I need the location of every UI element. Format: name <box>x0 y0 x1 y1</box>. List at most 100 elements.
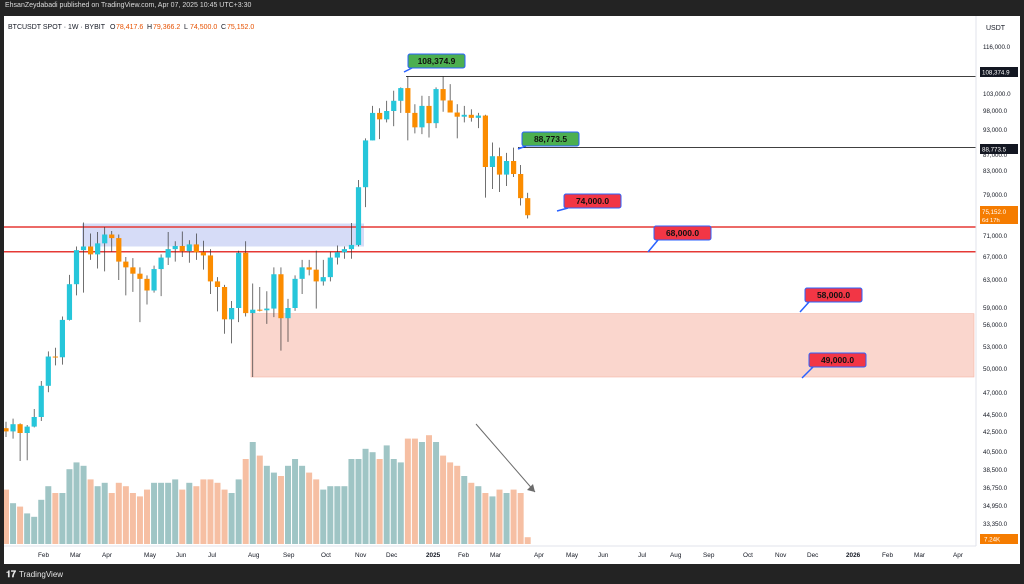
candle-body <box>306 267 312 270</box>
candle-body <box>496 156 503 175</box>
volume-bar <box>411 438 418 544</box>
ohlc-h_label: H <box>147 24 152 31</box>
volume-bar <box>108 493 115 544</box>
volume-bar <box>45 486 52 544</box>
candle-body <box>405 88 411 113</box>
annotation-label: 88,773.5 <box>534 134 567 144</box>
volume-bar <box>482 493 489 544</box>
x-axis-tick: Sep <box>283 552 295 559</box>
candle-body <box>66 284 73 320</box>
candle-body <box>17 424 23 433</box>
volume-bar <box>172 479 179 544</box>
volume-bar <box>306 472 313 544</box>
candle-body <box>80 246 87 251</box>
chart-area[interactable]: BTCUSDT SPOT · 1W · BYBIT O 78,417.6 H 79,36… <box>3 16 1024 564</box>
volume-bar <box>369 452 376 544</box>
ohlc-c_label: C <box>221 24 226 31</box>
x-axis-tick: Oct <box>321 552 331 559</box>
y-axis-tick: 56,000.0 <box>983 322 1008 329</box>
volume-bar <box>524 537 531 544</box>
x-axis-tick: May <box>566 552 579 559</box>
candle-body <box>370 112 376 141</box>
high-price-tag-bg <box>980 67 1018 77</box>
chart-canvas[interactable]: BTCUSDT SPOT · 1W · BYBIT O 78,417.6 H 79,36… <box>3 16 1024 564</box>
candle-body <box>377 112 383 120</box>
volume-bar <box>433 442 440 544</box>
candle-body <box>334 252 340 258</box>
annotation-label-box <box>521 131 580 147</box>
candle-body <box>348 244 355 250</box>
countdown-tag: 6d 17h <box>982 218 1000 224</box>
annotation-label-box <box>804 287 863 303</box>
candle-body <box>45 356 51 386</box>
x-axis-tick: Mar <box>914 552 926 559</box>
volume-bar <box>179 489 186 544</box>
x-axis-tick: Aug <box>248 552 260 559</box>
volume-bar <box>454 465 461 544</box>
ohlc-c_value: 75,152.0 <box>227 24 254 31</box>
candle-body <box>257 309 263 311</box>
volume-tag-bg <box>980 534 1018 544</box>
volume-bar <box>122 486 129 544</box>
ohlc-h_value: 79,366.2 <box>153 24 180 31</box>
y-axis-tick: 93,000.0 <box>983 127 1008 134</box>
candle-body <box>313 269 319 282</box>
volume-bar <box>144 489 150 544</box>
candle-body <box>137 273 143 279</box>
candle-body <box>419 105 425 128</box>
volume-bar <box>165 482 172 544</box>
candle-body <box>384 111 390 120</box>
candle-body <box>229 308 235 320</box>
x-axis-tick: Aug <box>670 552 682 559</box>
annotation-pointer <box>799 301 810 313</box>
volume-bar <box>200 479 207 544</box>
volume-bar <box>158 482 165 544</box>
volume-bar <box>320 489 327 544</box>
candle-body <box>186 244 192 252</box>
annotation-label: 58,000.0 <box>817 290 850 300</box>
volume-bar <box>263 465 270 544</box>
y-axis-tick: 50,000.0 <box>983 366 1008 373</box>
candle-body <box>221 287 228 320</box>
volume-bar <box>517 493 524 544</box>
annotation-label-box <box>808 352 867 368</box>
candle-body <box>327 257 333 278</box>
volume-bar <box>447 462 454 544</box>
volume-bar <box>327 486 334 544</box>
y-axis-tick: 44,500.0 <box>983 412 1008 419</box>
volume-bar <box>285 465 291 544</box>
volume-bar <box>313 479 320 544</box>
candle-body <box>292 278 298 308</box>
y-axis-tick: 87,000.0 <box>983 152 1008 159</box>
candle-body <box>264 308 270 311</box>
zone-supply-zone <box>82 223 364 247</box>
y-axis-tick: 59,000.0 <box>983 305 1008 312</box>
x-axis-tick: 2025 <box>426 552 441 559</box>
candle-body <box>461 114 467 117</box>
annotation-label: 49,000.0 <box>821 355 854 365</box>
x-axis-tick: Mar <box>490 552 502 559</box>
footer-brand: TradingView <box>19 570 64 579</box>
candle-body <box>172 245 178 250</box>
x-axis-tick: Dec <box>386 552 398 559</box>
y-axis-tick: 63,000.0 <box>983 277 1008 284</box>
y-axis-tick: 103,000.0 <box>983 91 1011 98</box>
candle-body <box>59 319 65 358</box>
x-axis-tick: Apr <box>102 552 113 559</box>
annotation-label-box <box>563 193 622 209</box>
annotation-label-box <box>407 53 466 69</box>
candle-body <box>511 161 517 174</box>
volume-bar <box>496 489 503 544</box>
volume-bar <box>341 486 348 544</box>
candle-body <box>440 89 446 101</box>
volume-bar <box>59 493 66 544</box>
tradingview-logo[interactable]: 𝟏𝟕 TradingView <box>6 569 63 580</box>
candle-body <box>482 115 488 167</box>
y-axis-tick: 53,000.0 <box>983 344 1008 351</box>
tradingview-logo-icon: 𝟏𝟕 <box>6 569 17 579</box>
candle-body <box>299 267 305 279</box>
last-price-tag-bg <box>980 206 1018 224</box>
candle-body <box>144 278 150 291</box>
candle-body <box>426 105 432 124</box>
x-axis-tick: Apr <box>534 552 545 559</box>
